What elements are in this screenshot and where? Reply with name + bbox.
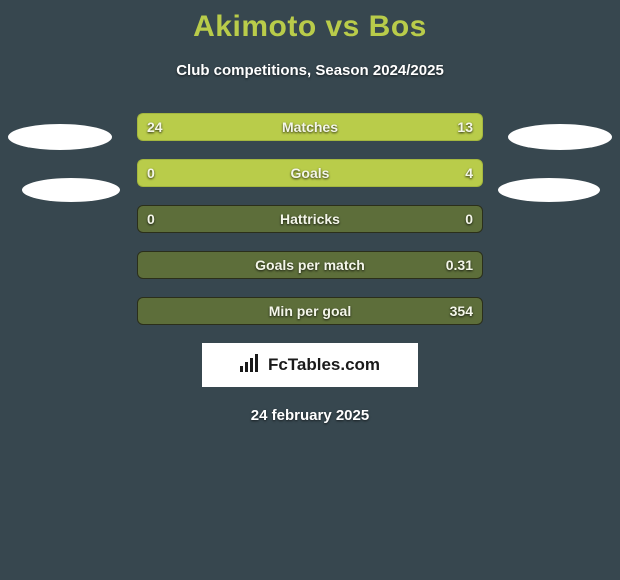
stat-label: Hattricks	[137, 205, 483, 233]
comparison-card: Akimoto vs Bos Club competitions, Season…	[0, 0, 620, 580]
badge-inner: FcTables.com	[240, 354, 380, 377]
stat-label: Matches	[137, 113, 483, 141]
stat-label: Min per goal	[137, 297, 483, 325]
stat-row: 00Hattricks	[137, 205, 483, 233]
snapshot-date: 24 february 2025	[0, 407, 620, 424]
badge-text: FcTables.com	[268, 355, 380, 375]
stat-label: Goals	[137, 159, 483, 187]
stat-row: 2413Matches	[137, 113, 483, 141]
stat-row: 354Min per goal	[137, 297, 483, 325]
stats-chart: 2413Matches 04Goals 00Hattricks 0.31Goals p…	[0, 113, 620, 325]
stat-row: 0.31Goals per match	[137, 251, 483, 279]
source-badge[interactable]: FcTables.com	[202, 343, 418, 387]
stat-label: Goals per match	[137, 251, 483, 279]
page-subtitle: Club competitions, Season 2024/2025	[0, 62, 620, 79]
bars-icon	[240, 354, 262, 377]
stat-row: 04Goals	[137, 159, 483, 187]
page-title: Akimoto vs Bos	[0, 0, 620, 44]
